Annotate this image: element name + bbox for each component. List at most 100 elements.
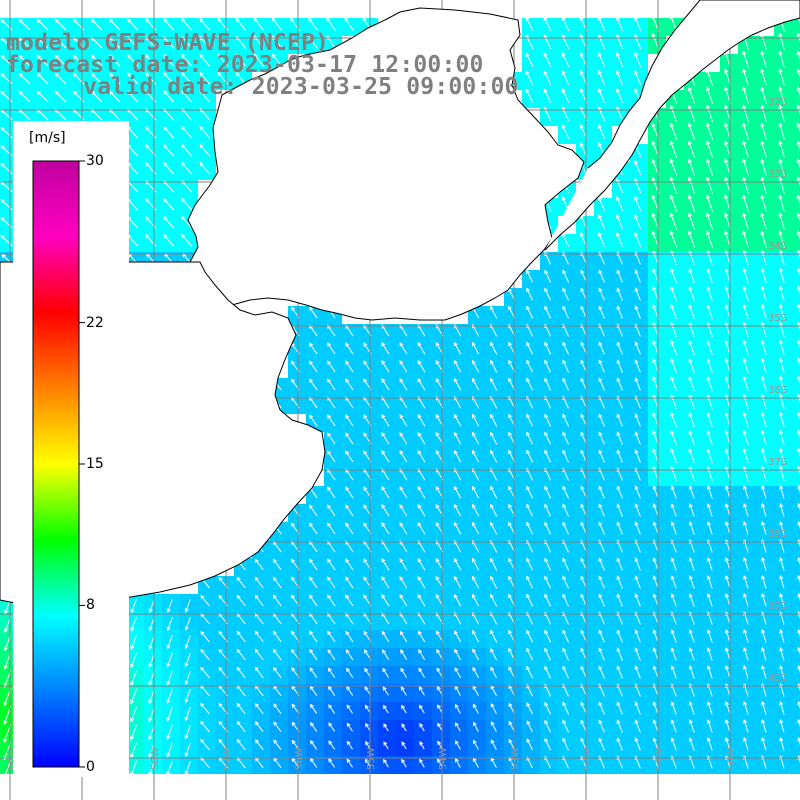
wind-arrow-head xyxy=(724,321,729,327)
wind-arrow xyxy=(635,450,641,463)
wind-arrow xyxy=(163,90,175,103)
wind-arrow xyxy=(779,159,785,176)
wind-arrow-head xyxy=(779,628,784,634)
wind-arrow xyxy=(185,689,191,703)
wind-arrow-head xyxy=(652,665,657,670)
wind-arrow-head xyxy=(670,629,675,634)
wind-arrow xyxy=(127,72,139,85)
wind-arrow xyxy=(327,324,336,337)
wind-arrow-head xyxy=(3,738,8,743)
wind-arrow xyxy=(236,685,246,697)
wind-arrow-head xyxy=(669,158,674,164)
wind-arrow xyxy=(345,486,354,499)
wind-arrow xyxy=(181,234,193,247)
wind-arrow xyxy=(200,649,210,661)
wind-arrow xyxy=(707,430,713,446)
wind-arrow-head xyxy=(706,647,711,652)
wind-arrow-head xyxy=(760,50,765,55)
wind-arrow-head xyxy=(148,717,153,723)
wind-arrow-head xyxy=(381,450,386,455)
wind-arrow-head xyxy=(400,649,405,654)
wind-arrow-head xyxy=(490,721,495,726)
wind-arrow-head xyxy=(291,667,296,672)
wind-arrow-head xyxy=(381,576,386,581)
wind-arrow-head xyxy=(634,647,639,652)
wind-arrow xyxy=(327,576,336,589)
wind-arrow xyxy=(55,55,67,67)
wind-arrow-head xyxy=(145,54,150,59)
wind-arrow xyxy=(526,450,534,463)
wind-arrow-head xyxy=(236,576,241,582)
wind-arrow-head xyxy=(363,630,368,636)
wind-arrow xyxy=(671,594,677,607)
wind-arrow-head xyxy=(290,576,295,581)
wind-cell xyxy=(792,72,800,90)
lat-label: 36S xyxy=(768,385,787,396)
wind-arrow-head xyxy=(166,771,171,776)
wind-arrow-head xyxy=(200,594,205,600)
wind-arrow xyxy=(598,450,605,463)
wind-arrow-head xyxy=(36,54,41,60)
wind-arrow-head xyxy=(796,104,800,109)
wind-arrow xyxy=(236,739,246,751)
wind-arrow xyxy=(707,250,713,266)
wind-arrow-head xyxy=(145,234,150,239)
wind-arrow xyxy=(616,414,623,427)
wind-arrow xyxy=(18,55,31,67)
wind-arrow-head xyxy=(0,163,5,168)
wind-arrow xyxy=(327,342,336,355)
wind-arrow xyxy=(200,721,210,733)
wind-arrow-head xyxy=(399,522,404,527)
wind-arrow xyxy=(166,742,173,757)
wind-cell xyxy=(792,414,800,432)
wind-arrow-head xyxy=(166,626,171,632)
wind-arrow-head xyxy=(706,719,711,724)
wind-arrow-head xyxy=(598,629,603,634)
wind-arrow-head xyxy=(616,485,621,490)
wind-arrow xyxy=(761,466,767,482)
wind-arrow xyxy=(706,69,714,86)
wind-cell xyxy=(792,270,800,288)
wind-arrow xyxy=(490,630,498,643)
wind-arrow-head xyxy=(778,411,783,417)
wind-arrow xyxy=(706,123,714,140)
wind-arrow xyxy=(688,195,696,212)
wind-arrow xyxy=(345,558,354,571)
wind-arrow xyxy=(381,522,390,535)
wind-arrow-head xyxy=(742,122,747,127)
wind-arrow xyxy=(455,758,461,768)
wind-cell xyxy=(792,288,800,306)
wind-arrow xyxy=(743,503,749,517)
wind-arrow-head xyxy=(148,608,153,614)
wind-arrow xyxy=(328,668,336,678)
wind-arrow-head xyxy=(580,359,585,364)
wind-arrow-head xyxy=(148,681,153,687)
wind-arrow xyxy=(544,576,552,589)
wind-arrow-head xyxy=(724,357,729,363)
wind-arrow xyxy=(454,649,462,661)
wind-arrow-head xyxy=(90,72,96,77)
wind-arrow xyxy=(742,195,749,212)
wind-arrow xyxy=(472,468,480,481)
wind-arrow xyxy=(399,486,408,499)
wind-arrow-head xyxy=(363,360,368,365)
wind-arrow xyxy=(779,647,785,661)
wind-arrow-head xyxy=(652,575,657,580)
wind-arrow xyxy=(185,635,191,649)
wind-arrow xyxy=(130,652,137,668)
wind-arrow-head xyxy=(652,267,657,273)
lon-label: 56W xyxy=(294,747,305,770)
wind-arrow xyxy=(598,558,605,571)
wind-arrow xyxy=(779,213,785,230)
wind-arrow xyxy=(419,705,425,714)
wind-arrow-head xyxy=(3,665,8,670)
wind-arrow-head xyxy=(706,465,711,471)
wind-arrow xyxy=(544,720,552,733)
wind-arrow-head xyxy=(184,734,189,740)
wind-arrow-head xyxy=(381,558,386,563)
wind-arrow-head xyxy=(72,18,77,23)
wind-arrow-head xyxy=(778,50,783,55)
wind-arrow-head xyxy=(580,593,585,598)
wind-arrow-head xyxy=(634,719,639,724)
wind-arrow-head xyxy=(381,432,386,437)
